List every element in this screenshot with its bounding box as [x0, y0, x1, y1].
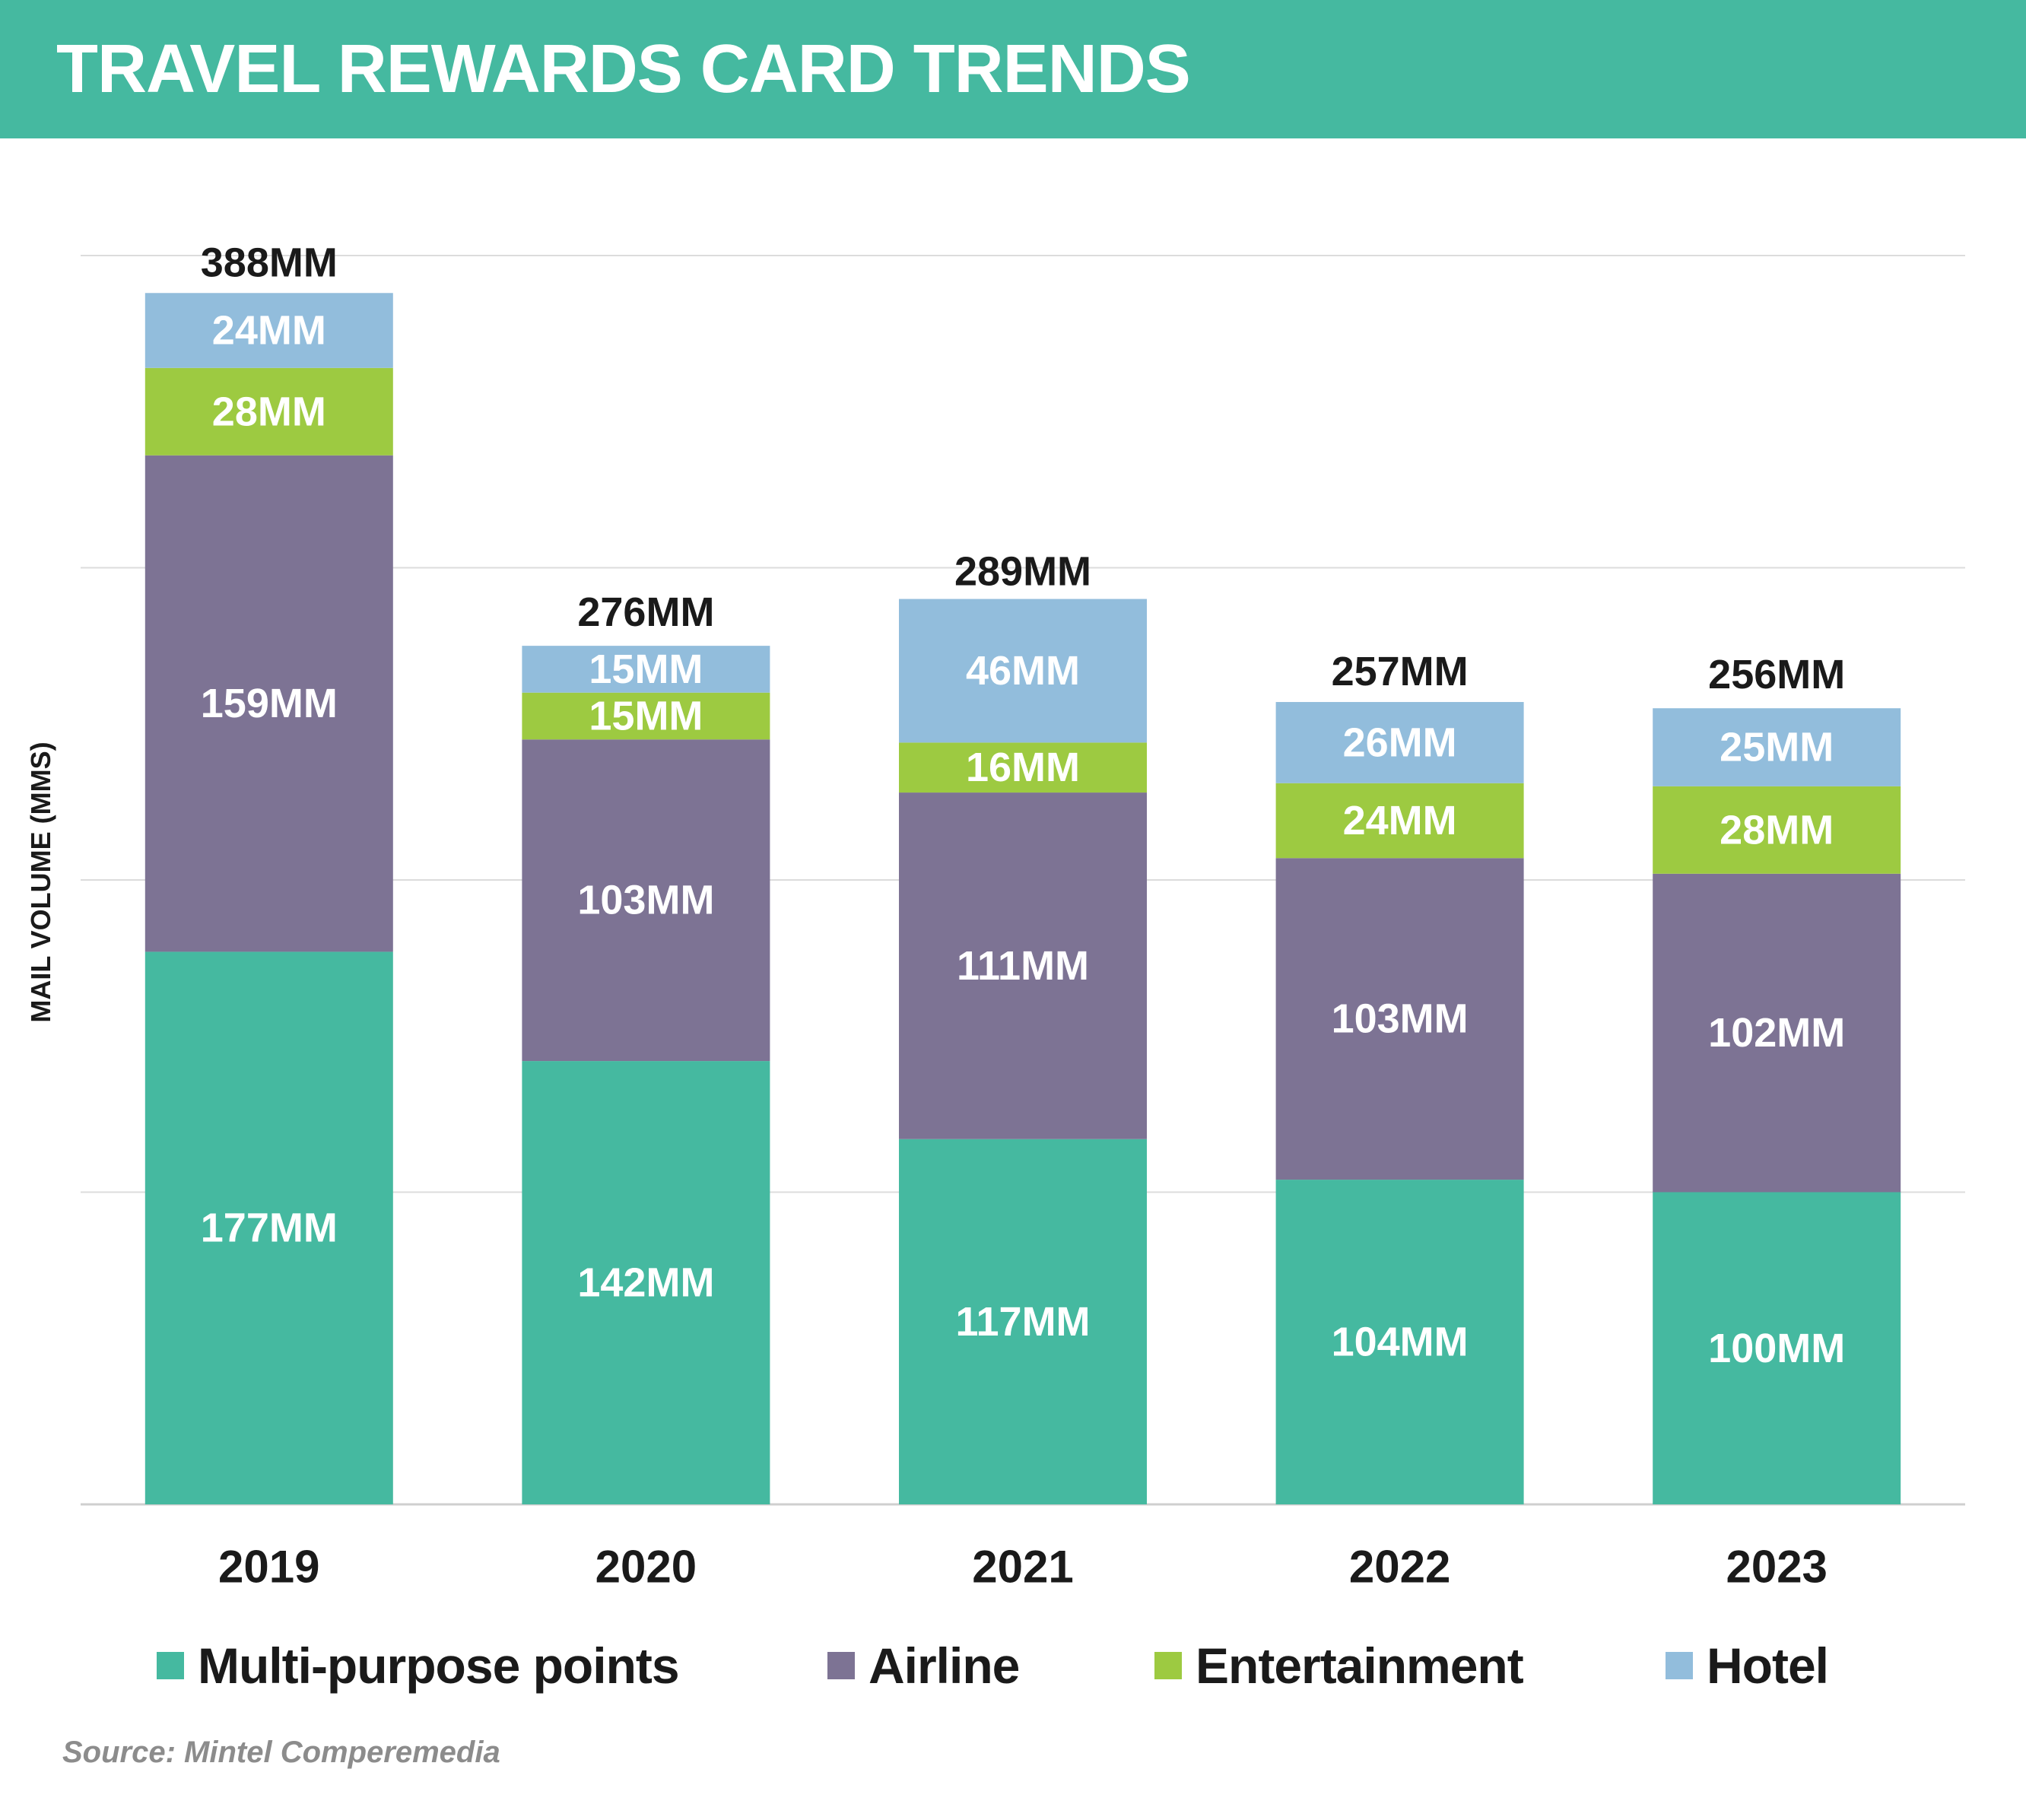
bar-segment [144, 951, 393, 1504]
segment-value-label: 25MM [1720, 725, 1834, 770]
segment-value-label: 15MM [589, 693, 703, 738]
segment-value-label: 100MM [1708, 1326, 1845, 1371]
segment-value-label: 117MM [955, 1299, 1090, 1345]
stacked-bar-chart: 177MM 159MM 28MM 24MM 388MM 2019 142MM 103MM 15M… [81, 240, 1965, 1593]
bar-segment [144, 455, 393, 952]
segment-value-label: 16MM [966, 745, 1080, 790]
total-value-label: 256MM [1708, 652, 1845, 697]
bar-segment [899, 1139, 1147, 1504]
legend-item: Entertainment [1154, 1635, 1524, 1696]
bar-segment [1275, 1180, 1524, 1504]
header-banner: TRAVEL REWARDS CARD TRENDS [0, 0, 2026, 138]
bar-segment [1275, 858, 1524, 1180]
segment-value-label: 102MM [1708, 1010, 1845, 1056]
bar-segment [522, 646, 770, 693]
segment-value-label: 46MM [966, 648, 1080, 694]
bar-segment [144, 367, 393, 456]
total-value-label: 276MM [577, 589, 714, 635]
bar-segment [899, 792, 1147, 1139]
bar-segment [522, 1061, 770, 1504]
bar-segment [144, 293, 393, 368]
segment-value-label: 24MM [212, 308, 326, 354]
page-title: TRAVEL REWARDS CARD TRENDS [56, 31, 1191, 107]
legend-label: Multi-purpose points [198, 1637, 680, 1694]
segment-value-label: 104MM [1332, 1320, 1469, 1365]
bar-segment [522, 739, 770, 1062]
segment-value-label: 111MM [957, 943, 1089, 989]
legend-item: Airline [827, 1635, 1020, 1696]
legend-swatch [157, 1652, 184, 1679]
segment-value-label: 103MM [577, 878, 714, 923]
legend-label: Entertainment [1196, 1637, 1524, 1694]
legend-item: Hotel [1666, 1635, 1829, 1696]
source-note: Source: Mintel Comperemedia [62, 1736, 500, 1769]
bar-segment [1275, 702, 1524, 783]
x-tick-label: 2023 [1726, 1542, 1827, 1593]
legend-swatch [1154, 1652, 1182, 1679]
segment-value-label: 103MM [1332, 996, 1469, 1042]
x-tick-label: 2020 [595, 1542, 697, 1593]
x-tick-label: 2019 [218, 1542, 319, 1593]
x-tick-label: 2021 [972, 1542, 1073, 1593]
bar-segment [899, 599, 1147, 743]
segment-value-label: 26MM [1343, 719, 1457, 765]
bar-segment [1275, 783, 1524, 859]
legend-swatch [827, 1652, 855, 1679]
bar-segment [522, 692, 770, 740]
bar-segment [1653, 1192, 1901, 1504]
segment-value-label: 142MM [577, 1260, 714, 1306]
total-value-label: 257MM [1332, 649, 1469, 694]
legend-item: Multi-purpose points [157, 1635, 680, 1696]
y-axis-label: MAIL VOLUME (MMS) [25, 742, 56, 1023]
total-value-label: 388MM [201, 240, 338, 285]
segment-value-label: 28MM [212, 389, 326, 434]
bar-segment [1653, 873, 1901, 1193]
total-value-label: 289MM [954, 549, 1091, 595]
bar-segment [1653, 708, 1901, 786]
bar-segment [1653, 786, 1901, 874]
segment-value-label: 28MM [1720, 807, 1834, 853]
chart-legend: Multi-purpose points Airline Entertainment… [0, 1635, 2026, 1696]
segment-value-label: 15MM [589, 646, 703, 692]
legend-label: Airline [869, 1637, 1020, 1694]
bar-segment [899, 742, 1147, 793]
segment-value-label: 177MM [201, 1205, 338, 1251]
legend-swatch [1666, 1652, 1693, 1679]
legend-label: Hotel [1707, 1637, 1829, 1694]
segment-value-label: 24MM [1343, 798, 1457, 843]
x-tick-label: 2022 [1349, 1542, 1450, 1593]
segment-value-label: 159MM [201, 681, 338, 726]
